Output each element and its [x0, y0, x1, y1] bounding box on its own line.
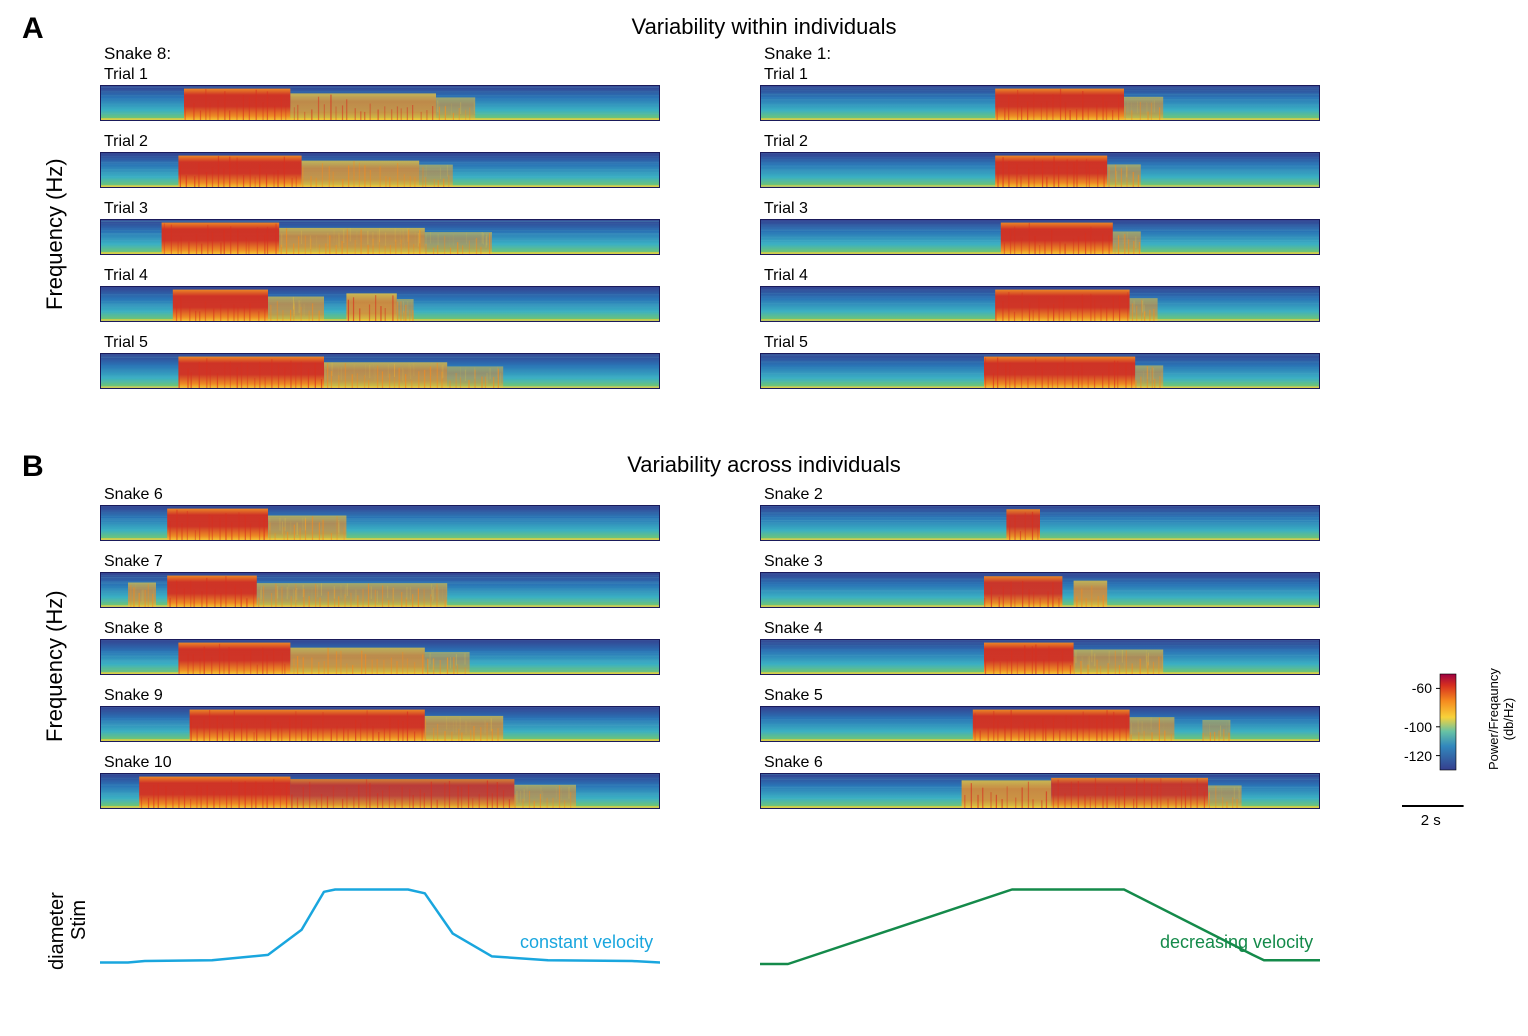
spectrogram	[100, 219, 660, 255]
panel-a-right: Snake 1: Trial 1 Trial 2 Trial 3 Trial 4 Tria…	[760, 44, 1320, 401]
spectrogram	[100, 353, 660, 389]
trial-label: Snake 9	[104, 687, 660, 705]
scalebar: 2 s	[1400, 804, 1466, 823]
spectrogram	[100, 286, 660, 322]
spectrogram	[760, 353, 1320, 389]
spectrogram	[100, 572, 660, 608]
spectrogram-row: Trial 4	[100, 267, 660, 322]
spectrogram-row: Trial 4	[760, 267, 1320, 322]
spectrogram-row: Trial 3	[100, 200, 660, 255]
colorbar-title: Power/Freqauncy(db/Hz)	[1486, 668, 1516, 770]
scalebar-label: 2 s	[1421, 812, 1441, 829]
stim-left-plot	[100, 880, 660, 975]
spectrogram	[100, 639, 660, 675]
trial-label: Snake 4	[764, 620, 1320, 638]
trial-label: Trial 5	[104, 334, 660, 352]
trial-label: Snake 3	[764, 553, 1320, 571]
spectrogram	[760, 152, 1320, 188]
spectrogram	[100, 152, 660, 188]
trial-label: Trial 4	[764, 267, 1320, 285]
stim-ylabel-1: Stim	[68, 900, 91, 940]
stim-right-plot	[760, 880, 1320, 975]
spectrogram-row: Trial 5	[100, 334, 660, 389]
spectrogram-row: Trial 1	[100, 66, 660, 121]
spectrogram-row: Snake 9	[100, 687, 660, 742]
spectrogram	[760, 505, 1320, 541]
panel-b-right: Snake 2 Snake 3 Snake 4 Snake 5 Snake 6	[760, 486, 1320, 821]
trial-label: Trial 3	[104, 200, 660, 218]
spectrogram-row: Snake 6	[100, 486, 660, 541]
colorbar-tick-label: -120	[1396, 748, 1432, 764]
trial-label: Snake 7	[104, 553, 660, 571]
trial-label: Trial 4	[104, 267, 660, 285]
trial-label: Snake 6	[104, 486, 660, 504]
spectrogram-row: Snake 7	[100, 553, 660, 608]
trial-label: Trial 1	[764, 66, 1320, 84]
subject-label: Snake 1:	[764, 44, 1320, 64]
trial-label: Trial 5	[764, 334, 1320, 352]
trial-label: Trial 2	[104, 133, 660, 151]
trial-label: Trial 2	[764, 133, 1320, 151]
spectrogram-row: Trial 3	[760, 200, 1320, 255]
colorbar-tick-label: -60	[1396, 680, 1432, 696]
panel-a-yaxis: Frequency (Hz)	[42, 158, 68, 310]
spectrogram	[100, 85, 660, 121]
trial-label: Snake 8	[104, 620, 660, 638]
spectrogram-row: Snake 8	[100, 620, 660, 675]
colorbar-tick-label: -100	[1396, 719, 1432, 735]
spectrogram	[760, 286, 1320, 322]
panel-a-left: Snake 8: Trial 1 Trial 2 Trial 3 Trial 4 Tria…	[100, 44, 660, 401]
spectrogram	[100, 706, 660, 742]
spectrogram-row: Snake 3	[760, 553, 1320, 608]
spectrogram-row: Trial 1	[760, 66, 1320, 121]
trial-label: Trial 3	[764, 200, 1320, 218]
subject-label: Snake 8:	[104, 44, 660, 64]
panel-b-title: Variability across individuals	[0, 452, 1528, 478]
trial-label: Snake 5	[764, 687, 1320, 705]
spectrogram-row: Trial 5	[760, 334, 1320, 389]
spectrogram	[100, 773, 660, 809]
spectrogram-row: Snake 4	[760, 620, 1320, 675]
panel-b-yaxis: Frequency (Hz)	[42, 590, 68, 742]
colorbar: -60-100-120Power/Freqauncy(db/Hz)	[1400, 672, 1476, 777]
trial-label: Snake 6	[764, 754, 1320, 772]
spectrogram	[760, 639, 1320, 675]
trial-label: Snake 10	[104, 754, 660, 772]
trial-label: Trial 1	[104, 66, 660, 84]
spectrogram	[760, 219, 1320, 255]
stim-left-label: constant velocity	[520, 932, 653, 953]
stim-ylabel-2: diameter	[46, 892, 69, 970]
panel-b-left: Snake 6 Snake 7 Snake 8 Snake 9 Snake 10	[100, 486, 660, 821]
spectrogram	[760, 706, 1320, 742]
stim-right-label: decreasing velocity	[1160, 932, 1313, 953]
spectrogram	[760, 773, 1320, 809]
stim-trace	[760, 880, 1320, 970]
spectrogram	[760, 85, 1320, 121]
spectrogram-row: Trial 2	[760, 133, 1320, 188]
trial-label: Snake 2	[764, 486, 1320, 504]
panel-a-title: Variability within individuals	[0, 14, 1528, 40]
spectrogram-row: Snake 2	[760, 486, 1320, 541]
stim-trace	[100, 880, 660, 970]
spectrogram-row: Snake 6	[760, 754, 1320, 809]
spectrogram	[100, 505, 660, 541]
spectrogram-row: Snake 5	[760, 687, 1320, 742]
spectrogram-row: Trial 2	[100, 133, 660, 188]
spectrogram	[760, 572, 1320, 608]
spectrogram-row: Snake 10	[100, 754, 660, 809]
